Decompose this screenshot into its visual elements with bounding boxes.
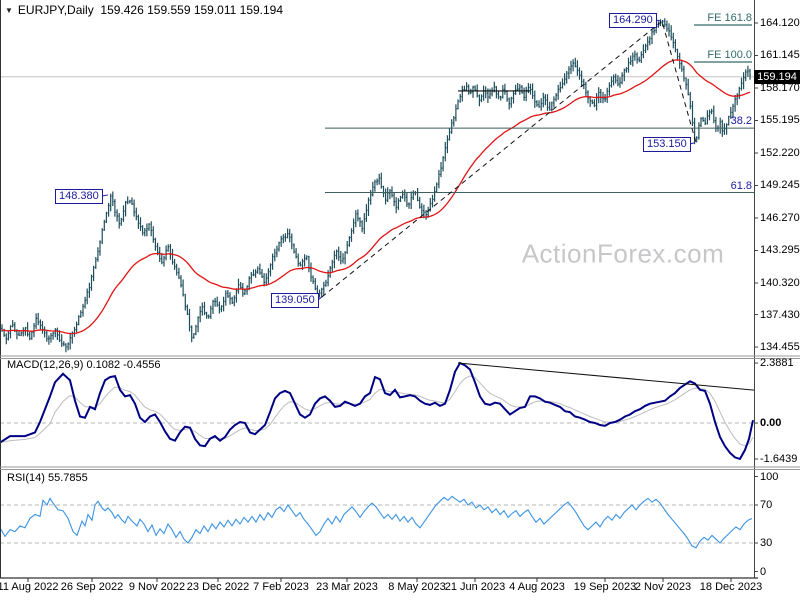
price-axis-label: 140.320 xyxy=(760,276,800,289)
price-axis-label: 161.145 xyxy=(760,49,800,62)
symbol-period-label: EURJPY,Daily xyxy=(17,3,94,17)
rsi-indicator-label: RSI(14) 55.7855 xyxy=(7,472,88,484)
price-axis-label: 143.295 xyxy=(760,244,800,257)
price-axis-label: 149.245 xyxy=(760,179,800,192)
price-axis-label: 134.455 xyxy=(760,341,800,354)
current-price-badge: 159.194 xyxy=(754,69,800,84)
chart-title: ▼ EURJPY,Daily 159.426 159.559 159.011 15… xyxy=(5,3,283,17)
rsi-axis-label: 70 xyxy=(760,499,773,511)
date-axis-label: 23 Dec 2022 xyxy=(186,581,250,593)
price-axis-label: 155.195 xyxy=(760,114,800,127)
price-axis-label: 164.120 xyxy=(760,17,800,29)
ohlc-values: 159.426 159.559 159.011 159.194 xyxy=(100,3,284,17)
actionforex-watermark: ActionForex.com xyxy=(521,238,725,269)
date-axis-label: 11 Aug 2022 xyxy=(0,581,59,593)
price-axis-label: 152.220 xyxy=(760,146,800,159)
price-label-box-164290: 164.290 xyxy=(609,13,657,28)
macd-axis-label: 2.3881 xyxy=(760,357,794,370)
date-axis-label: 8 May 2023 xyxy=(388,581,446,593)
fe-161-8-label: FE 161.8 xyxy=(707,11,752,24)
fib-61-8-label: 61.8 xyxy=(730,179,752,192)
date-axis-label: 9 Nov 2022 xyxy=(128,581,186,593)
rsi-axis-label: 30 xyxy=(760,537,773,549)
rsi-axis-label: 0 xyxy=(760,565,767,578)
price-axis-label: 146.270 xyxy=(760,211,800,224)
date-axis-label: 7 Feb 2023 xyxy=(253,581,309,593)
macd-axis-label: -1.6439 xyxy=(760,453,798,465)
date-axis-label: 19 Sep 2023 xyxy=(573,581,637,593)
price-axis-label: 158.170 xyxy=(760,81,800,94)
fib-38-2-label: 38.2 xyxy=(730,115,752,128)
date-axis-label: 4 Aug 2023 xyxy=(509,581,565,593)
date-axis-label: 23 Mar 2023 xyxy=(316,581,378,593)
macd-axis-label: 0.00 xyxy=(760,417,782,429)
date-axis-label: 21 Jun 2023 xyxy=(444,581,506,593)
date-axis-label: 2 Nov 2023 xyxy=(634,581,692,593)
price-axis-label: 137.430 xyxy=(760,308,800,321)
price-label-box-153150: 153.150 xyxy=(643,137,691,152)
date-axis-label: 26 Sep 2022 xyxy=(60,581,124,593)
price-label-box-148380: 148.380 xyxy=(55,189,103,204)
symbol-dropdown-icon[interactable]: ▼ xyxy=(5,6,13,15)
fe-100-0-label: FE 100.0 xyxy=(707,48,752,61)
rsi-axis-label: 100 xyxy=(760,470,779,483)
macd-indicator-label: MACD(12,26,9) 0.1082 -0.4556 xyxy=(7,359,161,371)
date-axis-label: 18 Dec 2023 xyxy=(699,581,763,593)
price-label-box-139050: 139.050 xyxy=(271,293,319,308)
